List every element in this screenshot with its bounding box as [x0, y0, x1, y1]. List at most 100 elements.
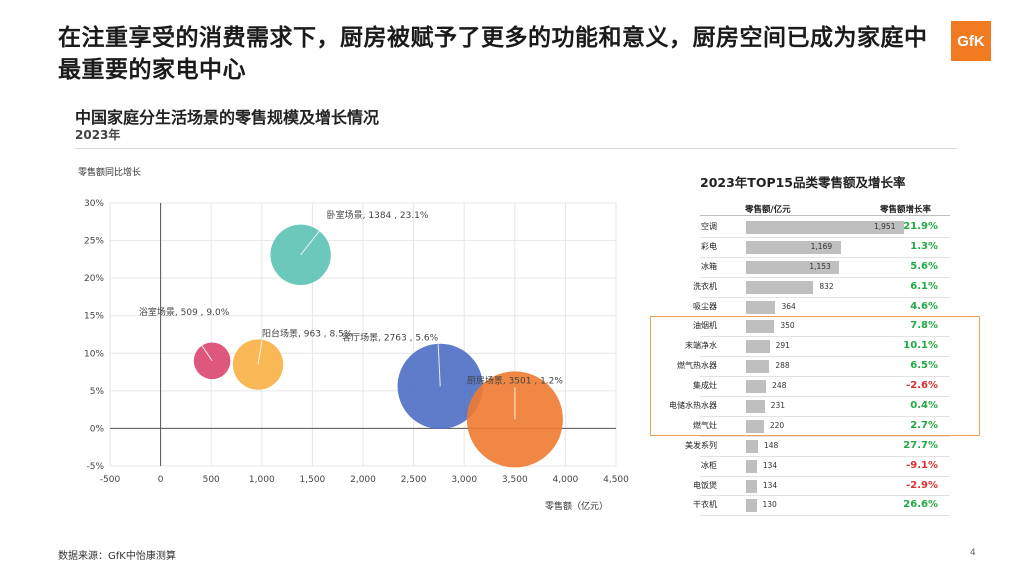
data-label-leader: [183, 318, 213, 362]
sales-value: 291: [775, 341, 790, 351]
growth-rate: -9.1%: [906, 459, 938, 471]
data-label: 客厅场景, 2763 , 5.6%: [342, 331, 439, 343]
table-header-growth: 零售额增长率: [880, 205, 932, 215]
x-tick-label: 0: [158, 475, 164, 485]
table-row: 燃气热水器 288 6.5%: [677, 357, 960, 378]
growth-rate: 0.4%: [910, 400, 938, 412]
table-row: 彩电 1,169 1.3%: [680, 238, 960, 258]
sales-bar: [746, 479, 757, 493]
growth-rate: 21.9%: [903, 221, 938, 232]
sales-value: 1,153: [809, 261, 831, 271]
table-row: 洗衣机 832 6.1%: [680, 278, 960, 298]
page-number: 4: [970, 548, 976, 558]
row-separator: [700, 296, 950, 298]
row-separator: [700, 256, 950, 258]
growth-rate: 5.6%: [910, 260, 938, 272]
sales-value: 134: [762, 480, 778, 490]
sales-bar: [746, 300, 776, 314]
row-separator: [700, 435, 950, 437]
sales-bar: [746, 400, 765, 414]
x-tick-label: 4,000: [553, 475, 579, 485]
growth-rate: 2.7%: [910, 419, 938, 431]
growth-rate: 1.3%: [910, 240, 938, 252]
growth-rate: -2.9%: [906, 479, 938, 491]
page-headline: 在注重享受的消费需求下，厨房被赋予了更多的功能和意义，厨房空间已成为家庭中最重要…: [58, 25, 928, 83]
category-name: 洗衣机: [693, 281, 717, 291]
sales-bar: [746, 360, 770, 374]
y-tick-label: 30%: [84, 199, 104, 209]
x-axis-title: 零售额（亿元）: [545, 500, 608, 512]
growth-rate: 27.7%: [903, 439, 938, 451]
row-separator: [700, 356, 950, 358]
kitchen-category-highlight: [650, 316, 980, 436]
table-row: 电饭煲 134 -2.9%: [680, 477, 960, 497]
data-label: 浴室场景, 509 , 9.0%: [139, 306, 230, 318]
data-label-leader: [437, 344, 441, 387]
x-tick-label: 4,500: [603, 475, 629, 485]
category-name: 油烟机: [693, 321, 717, 331]
table-row: 吸尘器 364 4.6%: [680, 298, 960, 318]
category-name: 集成灶: [693, 381, 717, 391]
row-separator: [700, 336, 950, 338]
row-separator: [700, 455, 950, 457]
row-separator: [700, 475, 950, 477]
row-separator: [700, 376, 950, 378]
row-separator: [700, 495, 950, 497]
table-row: 空调 1,951 21.9%: [680, 218, 960, 238]
row-separator: [700, 276, 950, 278]
table-row: 燃气灶 220 2.7%: [680, 417, 960, 437]
chart-section-year: 2023年: [75, 128, 121, 142]
chart-section-title: 中国家庭分生活场景的零售规模及增长情况: [75, 108, 380, 127]
sales-bar: [746, 459, 757, 473]
growth-rate: 26.6%: [903, 499, 938, 511]
category-name: 空调: [701, 222, 717, 231]
x-tick-label: 500: [203, 475, 220, 485]
category-name: 吸尘器: [693, 301, 717, 311]
x-tick-label: 2,000: [350, 475, 376, 485]
table-row: 集成灶 248 -2.6%: [680, 377, 960, 398]
table-row: 冰柜 134 -9.1%: [680, 457, 960, 477]
table-header-sales: 零售额/亿元: [745, 205, 791, 215]
data-label: 阳台场景, 963 , 8.5%: [262, 328, 353, 340]
sales-bar: [746, 439, 758, 453]
category-name: 美发系列: [685, 440, 717, 450]
x-tick-label: 3,000: [451, 475, 477, 485]
sales-value: 288: [775, 361, 790, 371]
row-separator: [700, 396, 950, 398]
category-name: 末端净水: [685, 341, 717, 351]
category-name: 电储水热水器: [669, 401, 717, 411]
table-row: 末端净水 291 10.1%: [680, 337, 960, 358]
y-tick-label: 10%: [84, 349, 104, 359]
growth-rate: 10.1%: [903, 340, 938, 352]
x-tick-label: 1,000: [249, 475, 275, 485]
sales-bar: [746, 240, 841, 254]
data-label-leader: [300, 221, 328, 256]
table-row: 电储水热水器 231 0.4%: [669, 397, 960, 417]
category-name: 干衣机: [693, 500, 717, 510]
growth-rate: 4.6%: [910, 300, 938, 312]
y-tick-label: 5%: [90, 387, 105, 397]
category-name: 燃气热水器: [677, 361, 717, 371]
table-row: 冰箱 1,153 5.6%: [680, 258, 960, 278]
bubble-chart: -500 0 500 1,000 1,500 2,000 2,500 3,000 3,500 4,…: [78, 166, 629, 512]
table-rows: 空调 1,951 21.9% 彩电 1,169 1.3% 冰箱 1,153 5.6% 洗衣机 832…: [669, 218, 960, 517]
table-row: 干衣机 130 26.6%: [680, 496, 960, 517]
y-tick-label: 15%: [84, 312, 104, 322]
sales-value: 134: [762, 460, 778, 470]
sales-bar: [746, 380, 767, 394]
table-header-line: [700, 215, 950, 216]
category-name: 冰箱: [701, 261, 717, 271]
growth-rate: 6.1%: [910, 280, 938, 292]
sales-value: 832: [819, 281, 834, 291]
sales-bar: [746, 320, 775, 334]
category-name: 彩电: [701, 241, 717, 251]
y-tick-label: 20%: [84, 274, 104, 284]
table-row: 美发系列 148 27.7%: [680, 437, 960, 457]
sales-value: 1,951: [874, 222, 896, 231]
sales-bar: [746, 499, 757, 513]
y-tick-label: 0%: [90, 424, 105, 434]
data-label-leader: [257, 340, 263, 365]
table-title: 2023年TOP15品类零售额及增长率: [700, 175, 906, 190]
y-axis-title: 零售额同比增长: [78, 166, 141, 178]
row-separator: [700, 236, 950, 238]
